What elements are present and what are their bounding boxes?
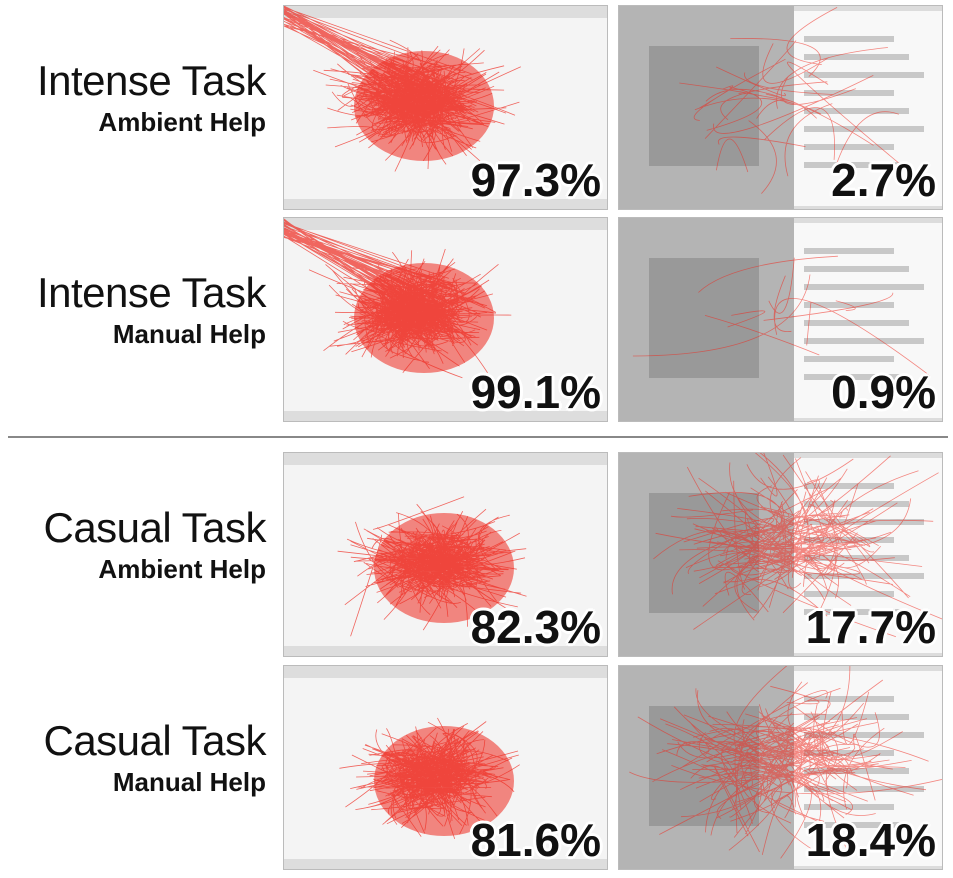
text-line bbox=[804, 714, 909, 720]
text-line bbox=[804, 591, 894, 597]
text-line bbox=[804, 768, 909, 774]
text-line bbox=[804, 501, 909, 507]
statusbar bbox=[284, 199, 607, 209]
help-name: Manual Help bbox=[112, 767, 266, 797]
task-name: Intense Task bbox=[36, 57, 267, 104]
text-line bbox=[804, 374, 909, 380]
gaze-paths bbox=[679, 7, 911, 194]
percentage: 17.7% bbox=[805, 601, 936, 653]
percentage: 0.9% bbox=[831, 366, 936, 418]
text-line bbox=[804, 804, 894, 810]
row-label: Intense Task Ambient Help bbox=[0, 57, 267, 138]
gaze-cluster bbox=[374, 726, 514, 836]
row-label: Casual Task Manual Help bbox=[0, 717, 266, 798]
text-line bbox=[804, 248, 894, 254]
statusbar bbox=[284, 859, 607, 869]
text-line bbox=[804, 732, 924, 738]
gaze-plot bbox=[619, 666, 942, 869]
gaze-plot bbox=[619, 218, 942, 421]
text-line bbox=[804, 144, 894, 150]
percentage: 2.7% bbox=[831, 154, 936, 206]
gaze-cluster bbox=[374, 513, 514, 623]
help-name: Manual Help bbox=[112, 319, 266, 349]
statusbar bbox=[284, 411, 607, 421]
toolbar bbox=[284, 218, 607, 230]
gaze-plot bbox=[619, 453, 942, 656]
gaze-panel: 97.3% bbox=[283, 5, 608, 210]
gaze-panel: 2.7% bbox=[618, 5, 943, 210]
gaze-panel: 0.9% bbox=[618, 217, 943, 422]
gaze-paths bbox=[632, 255, 930, 376]
separator bbox=[8, 436, 948, 438]
row-label: Casual Task Ambient Help bbox=[0, 504, 266, 585]
text-line bbox=[804, 609, 909, 615]
percentage: 81.6% bbox=[470, 814, 601, 866]
row-label: Intense Task Manual Help bbox=[0, 269, 267, 350]
help-name: Ambient Help bbox=[98, 554, 266, 584]
toolbar bbox=[284, 6, 607, 18]
text-line bbox=[804, 356, 894, 362]
gaze-paths bbox=[629, 666, 942, 859]
statusbar bbox=[284, 646, 607, 656]
text-line bbox=[804, 320, 909, 326]
text-line bbox=[804, 126, 924, 132]
percentage: 97.3% bbox=[470, 154, 601, 206]
text-line bbox=[804, 483, 894, 489]
gaze-plot bbox=[284, 453, 607, 656]
text-line bbox=[804, 54, 909, 60]
text-line bbox=[804, 108, 909, 114]
text-line bbox=[804, 266, 909, 272]
gaze-panel: 81.6% bbox=[283, 665, 608, 870]
percentage: 82.3% bbox=[470, 601, 601, 653]
text-line bbox=[804, 90, 894, 96]
percentage: 18.4% bbox=[805, 814, 936, 866]
text-line bbox=[804, 822, 909, 828]
text-line bbox=[804, 338, 924, 344]
percentage: 99.1% bbox=[470, 366, 601, 418]
gaze-plot bbox=[619, 6, 942, 209]
text-line bbox=[804, 573, 924, 579]
task-name: Casual Task bbox=[43, 504, 266, 551]
gaze-panel: 18.4% bbox=[618, 665, 943, 870]
text-line bbox=[804, 555, 909, 561]
text-line bbox=[804, 786, 924, 792]
text-line bbox=[804, 162, 909, 168]
toolbar bbox=[284, 666, 607, 678]
task-name: Casual Task bbox=[43, 717, 266, 764]
text-line bbox=[804, 519, 924, 525]
text-line bbox=[804, 537, 894, 543]
gaze-plot bbox=[284, 218, 607, 421]
task-name: Intense Task bbox=[36, 269, 267, 316]
text-line bbox=[804, 72, 924, 78]
text-line bbox=[804, 284, 924, 290]
gaze-panel: 17.7% bbox=[618, 452, 943, 657]
gaze-plot bbox=[284, 666, 607, 869]
text-line bbox=[804, 696, 894, 702]
gaze-cluster bbox=[354, 51, 494, 161]
gaze-plot bbox=[284, 6, 607, 209]
gaze-cluster bbox=[354, 263, 494, 373]
text-line bbox=[804, 36, 894, 42]
gaze-panel: 82.3% bbox=[283, 452, 608, 657]
toolbar bbox=[284, 453, 607, 465]
gaze-paths bbox=[653, 453, 942, 638]
window bbox=[649, 258, 759, 378]
gaze-panel: 99.1% bbox=[283, 217, 608, 422]
help-name: Ambient Help bbox=[98, 107, 266, 137]
